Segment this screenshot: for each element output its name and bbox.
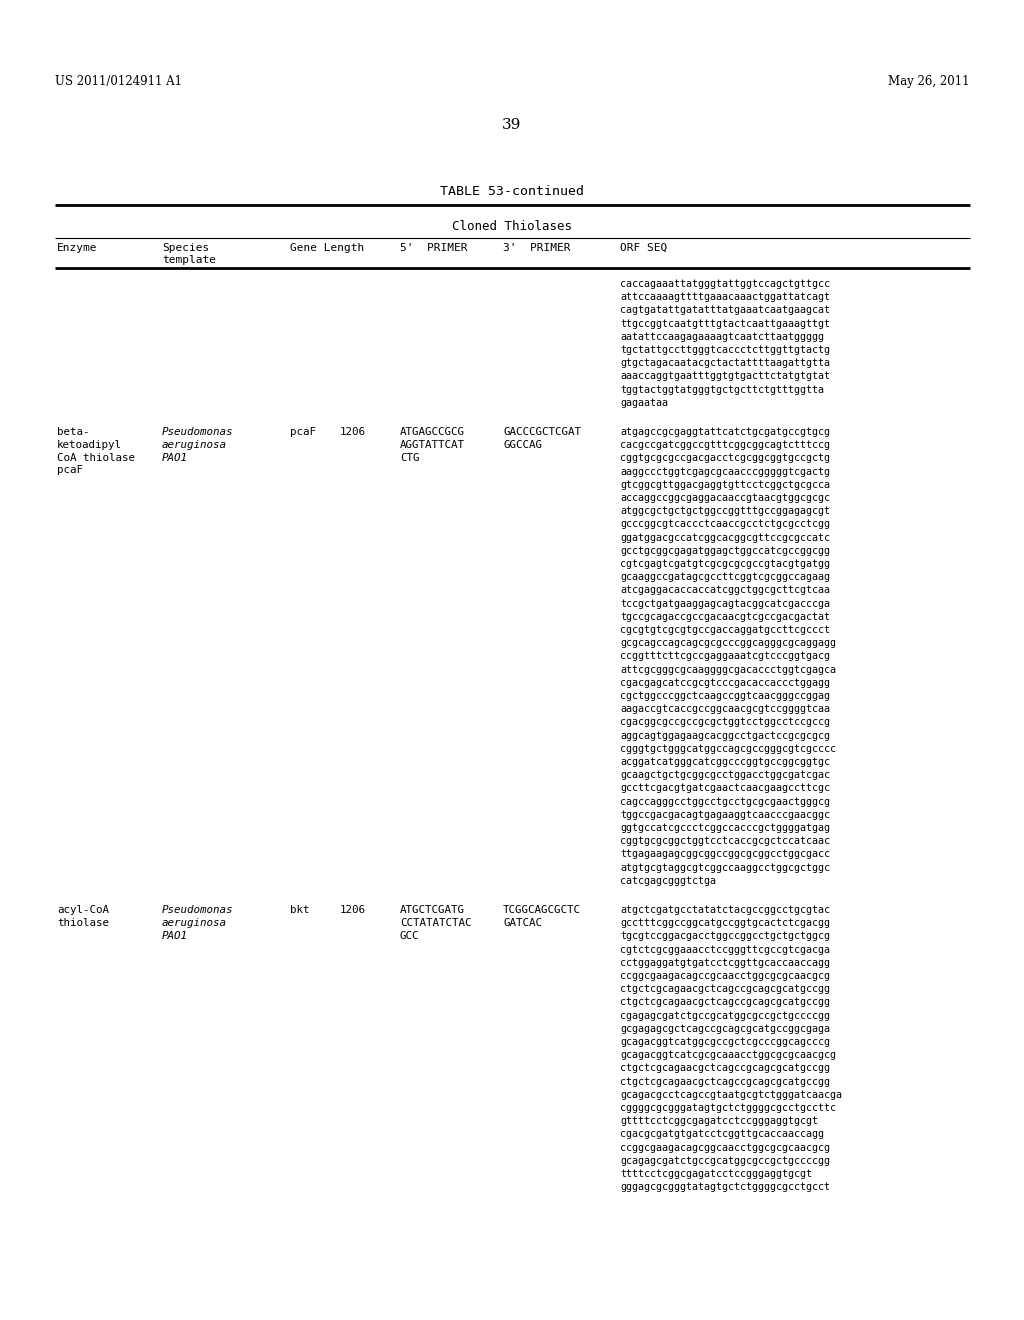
Text: ttttcctcggcgagatcctccgggaggtgcgt: ttttcctcggcgagatcctccgggaggtgcgt — [620, 1170, 812, 1179]
Text: GACCCGCTCGAT
GGCCAG: GACCCGCTCGAT GGCCAG — [503, 426, 581, 450]
Text: gcagagcgatctgccgcatggcgccgctgccccgg: gcagagcgatctgccgcatggcgccgctgccccgg — [620, 1156, 830, 1166]
Text: atgagccgcgaggtattcatctgcgatgccgtgcg: atgagccgcgaggtattcatctgcgatgccgtgcg — [620, 426, 830, 437]
Text: TABLE 53-continued: TABLE 53-continued — [440, 185, 584, 198]
Text: gcgagagcgctcagccgcagcgcatgccggcgaga: gcgagagcgctcagccgcagcgcatgccggcgaga — [620, 1024, 830, 1034]
Text: gcctttcggccggcatgccggtgcactctcgacgg: gcctttcggccggcatgccggtgcactctcgacgg — [620, 919, 830, 928]
Text: atgctcgatgcctatatctacgccggcctgcgtac: atgctcgatgcctatatctacgccggcctgcgtac — [620, 906, 830, 915]
Text: tggtactggtatgggtgctgcttctgtttggtta: tggtactggtatgggtgctgcttctgtttggtta — [620, 384, 824, 395]
Text: gcagacggtcatggcgccgctcgcccggcagcccg: gcagacggtcatggcgccgctcgcccggcagcccg — [620, 1038, 830, 1047]
Text: cgacggcgccgccgcgctggtcctggcctccgccg: cgacggcgccgccgcgctggtcctggcctccgccg — [620, 717, 830, 727]
Text: tgcgtccggacgacctggccggcctgctgctggcg: tgcgtccggacgacctggccggcctgctgctggcg — [620, 932, 830, 941]
Text: cagccagggcctggcctgcctgcgcgaactgggcg: cagccagggcctggcctgcctgcgcgaactgggcg — [620, 796, 830, 807]
Text: ATGCTCGATG
CCTATATCTAC
GCC: ATGCTCGATG CCTATATCTAC GCC — [400, 906, 471, 941]
Text: cctggaggatgtgatcctcggttgcaccaaccagg: cctggaggatgtgatcctcggttgcaccaaccagg — [620, 958, 830, 968]
Text: cgctggcccggctcaagccggtcaacgggccggag: cgctggcccggctcaagccggtcaacgggccggag — [620, 690, 830, 701]
Text: Pseudomonas
aeruginosa
PAO1: Pseudomonas aeruginosa PAO1 — [162, 426, 233, 462]
Text: beta-
ketoadipyl
CoA thiolase
pcaF: beta- ketoadipyl CoA thiolase pcaF — [57, 426, 135, 475]
Text: gttttcctcggcgagatcctccgggaggtgcgt: gttttcctcggcgagatcctccgggaggtgcgt — [620, 1117, 818, 1126]
Text: accaggccggcgaggacaaccgtaacgtggcgcgc: accaggccggcgaggacaaccgtaacgtggcgcgc — [620, 492, 830, 503]
Text: ctgctcgcagaacgctcagccgcagcgcatgccgg: ctgctcgcagaacgctcagccgcagcgcatgccgg — [620, 1077, 830, 1086]
Text: cggggcgcgggatagtgctctggggcgcctgccttc: cggggcgcgggatagtgctctggggcgcctgccttc — [620, 1104, 836, 1113]
Text: 3'  PRIMER: 3' PRIMER — [503, 243, 570, 253]
Text: ctgctcgcagaacgctcagccgcagcgcatgccgg: ctgctcgcagaacgctcagccgcagcgcatgccgg — [620, 985, 830, 994]
Text: gcctgcggcgagatggagctggccatcgccggcgg: gcctgcggcgagatggagctggccatcgccggcgg — [620, 545, 830, 556]
Text: ggatggacgccatcggcacggcgttccgcgccatc: ggatggacgccatcggcacggcgttccgcgccatc — [620, 532, 830, 543]
Text: ccggcgaagacagccgcaacctggcgcgcaacgcg: ccggcgaagacagccgcaacctggcgcgcaacgcg — [620, 972, 830, 981]
Text: cggtgcgcggctggtcctcaccgcgctccatcaac: cggtgcgcggctggtcctcaccgcgctccatcaac — [620, 836, 830, 846]
Text: gcagacggtcatcgcgcaaacctggcgcgcaacgcg: gcagacggtcatcgcgcaaacctggcgcgcaacgcg — [620, 1051, 836, 1060]
Text: cacgccgatcggccgtttcggcggcagtctttccg: cacgccgatcggccgtttcggcggcagtctttccg — [620, 440, 830, 450]
Text: attcgcgggcgcaaggggcgacaccctggtcgagca: attcgcgggcgcaaggggcgacaccctggtcgagca — [620, 664, 836, 675]
Text: 1206: 1206 — [340, 906, 366, 915]
Text: bkt: bkt — [290, 906, 309, 915]
Text: ATGAGCCGCG
AGGTATTCAT
CTG: ATGAGCCGCG AGGTATTCAT CTG — [400, 426, 465, 462]
Text: cggtgcgcgccgacgacctcgcggcggtgccgctg: cggtgcgcgccgacgacctcgcggcggtgccgctg — [620, 453, 830, 463]
Text: cgcgtgtcgcgtgccgaccaggatgccttcgccct: cgcgtgtcgcgtgccgaccaggatgccttcgccct — [620, 624, 830, 635]
Text: TCGGCAGCGCTC
GATCAC: TCGGCAGCGCTC GATCAC — [503, 906, 581, 928]
Text: gagaataa: gagaataa — [620, 397, 668, 408]
Text: Species
template: Species template — [162, 243, 216, 265]
Text: gtgctagacaatacgctactattttaagattgtta: gtgctagacaatacgctactattttaagattgtta — [620, 358, 830, 368]
Text: ttgagaagagcggcggccggcgcggcctggcgacc: ttgagaagagcggcggccggcgcggcctggcgacc — [620, 849, 830, 859]
Text: tgccgcagaccgccgacaacgtcgccgacgactat: tgccgcagaccgccgacaacgtcgccgacgactat — [620, 611, 830, 622]
Text: gtcggcgttggacgaggtgttcctcggctgcgcca: gtcggcgttggacgaggtgttcctcggctgcgcca — [620, 479, 830, 490]
Text: acggatcatgggcatcggcccggtgccggcggtgc: acggatcatgggcatcggcccggtgccggcggtgc — [620, 756, 830, 767]
Text: atcgaggacaccaccatcggctggcgcttcgtcaa: atcgaggacaccaccatcggctggcgcttcgtcaa — [620, 585, 830, 595]
Text: gcaagctgctgcggcgcctggacctggcgatcgac: gcaagctgctgcggcgcctggacctggcgatcgac — [620, 770, 830, 780]
Text: ctgctcgcagaacgctcagccgcagcgcatgccgg: ctgctcgcagaacgctcagccgcagcgcatgccgg — [620, 998, 830, 1007]
Text: cgacgagcatccgcgtcccgacaccaccctggagg: cgacgagcatccgcgtcccgacaccaccctggagg — [620, 677, 830, 688]
Text: catcgagcgggtctga: catcgagcgggtctga — [620, 875, 716, 886]
Text: aagaccgtcaccgccggcaacgcgtccggggtcaa: aagaccgtcaccgccggcaacgcgtccggggtcaa — [620, 704, 830, 714]
Text: gcccggcgtcaccctcaaccgcctctgcgcctcgg: gcccggcgtcaccctcaaccgcctctgcgcctcgg — [620, 519, 830, 529]
Text: attccaaaagttttgaaacaaactggattatcagt: attccaaaagttttgaaacaaactggattatcagt — [620, 292, 830, 302]
Text: tggccgacgacagtgagaaggtcaacccgaacggc: tggccgacgacagtgagaaggtcaacccgaacggc — [620, 809, 830, 820]
Text: gcaaggccgatagcgccttcggtcgcggccagaag: gcaaggccgatagcgccttcggtcgcggccagaag — [620, 572, 830, 582]
Text: Enzyme: Enzyme — [57, 243, 97, 253]
Text: ccggtttcttcgccgaggaaatcgtcccggtgacg: ccggtttcttcgccgaggaaatcgtcccggtgacg — [620, 651, 830, 661]
Text: ctgctcgcagaacgctcagccgcagcgcatgccgg: ctgctcgcagaacgctcagccgcagcgcatgccgg — [620, 1064, 830, 1073]
Text: cgggtgctgggcatggccagcgccgggcgtcgcccc: cgggtgctgggcatggccagcgccgggcgtcgcccc — [620, 743, 836, 754]
Text: aaggccctggtcgagcgcaacccgggggtcgactg: aaggccctggtcgagcgcaacccgggggtcgactg — [620, 466, 830, 477]
Text: gcagacgcctcagccgtaatgcgtctgggatcaacga: gcagacgcctcagccgtaatgcgtctgggatcaacga — [620, 1090, 842, 1100]
Text: caccagaaattatgggtattggtccagctgttgcc: caccagaaattatgggtattggtccagctgttgcc — [620, 279, 830, 289]
Text: pcaF: pcaF — [290, 426, 316, 437]
Text: aatattccaagagaaaagtcaatcttaatggggg: aatattccaagagaaaagtcaatcttaatggggg — [620, 331, 824, 342]
Text: ORF SEQ: ORF SEQ — [620, 243, 668, 253]
Text: ttgccggtcaatgtttgtactcaattgaaagttgt: ttgccggtcaatgtttgtactcaattgaaagttgt — [620, 318, 830, 329]
Text: Pseudomonas
aeruginosa
PAO1: Pseudomonas aeruginosa PAO1 — [162, 906, 233, 941]
Text: gccttcgacgtgatcgaactcaacgaagccttcgc: gccttcgacgtgatcgaactcaacgaagccttcgc — [620, 783, 830, 793]
Text: cgagagcgatctgccgcatggcgccgctgccccgg: cgagagcgatctgccgcatggcgccgctgccccgg — [620, 1011, 830, 1020]
Text: May 26, 2011: May 26, 2011 — [889, 75, 970, 88]
Text: aggcagtggagaagcacggcctgactccgcgcgcg: aggcagtggagaagcacggcctgactccgcgcgcg — [620, 730, 830, 741]
Text: US 2011/0124911 A1: US 2011/0124911 A1 — [55, 75, 182, 88]
Text: Cloned Thiolases: Cloned Thiolases — [452, 220, 572, 234]
Text: cgacgcgatgtgatcctcggttgcaccaaccagg: cgacgcgatgtgatcctcggttgcaccaaccagg — [620, 1130, 824, 1139]
Text: tccgctgatgaaggagcagtacggcatcgacccga: tccgctgatgaaggagcagtacggcatcgacccga — [620, 598, 830, 609]
Text: cgtctcgcggaaacctccgggttcgccgtcgacga: cgtctcgcggaaacctccgggttcgccgtcgacga — [620, 945, 830, 954]
Text: 5'  PRIMER: 5' PRIMER — [400, 243, 468, 253]
Text: ggtgccatcgccctcggccacccgctggggatgag: ggtgccatcgccctcggccacccgctggggatgag — [620, 822, 830, 833]
Text: 1206: 1206 — [340, 426, 366, 437]
Text: aaaccaggtgaatttggtgtgacttctatgtgtat: aaaccaggtgaatttggtgtgacttctatgtgtat — [620, 371, 830, 381]
Text: 39: 39 — [503, 117, 521, 132]
Text: cagtgatattgatatttatgaaatcaatgaagcat: cagtgatattgatatttatgaaatcaatgaagcat — [620, 305, 830, 315]
Text: tgctattgccttgggtcaccctcttggttgtactg: tgctattgccttgggtcaccctcttggttgtactg — [620, 345, 830, 355]
Text: atgtgcgtaggcgtcggccaaggcctggcgctggc: atgtgcgtaggcgtcggccaaggcctggcgctggc — [620, 862, 830, 873]
Text: gggagcgcgggtatagtgctctggggcgcctgcct: gggagcgcgggtatagtgctctggggcgcctgcct — [620, 1183, 830, 1192]
Text: cgtcgagtcgatgtcgcgcgcgccgtacgtgatgg: cgtcgagtcgatgtcgcgcgcgccgtacgtgatgg — [620, 558, 830, 569]
Text: acyl-CoA
thiolase: acyl-CoA thiolase — [57, 906, 109, 928]
Text: atggcgctgctgctggccggtttgccggagagcgt: atggcgctgctgctggccggtttgccggagagcgt — [620, 506, 830, 516]
Text: ccggcgaagacagcggcaacctggcgcgcaacgcg: ccggcgaagacagcggcaacctggcgcgcaacgcg — [620, 1143, 830, 1152]
Text: Gene Length: Gene Length — [290, 243, 365, 253]
Text: gcgcagccagcagcgcgcccggcagggcgcaggagg: gcgcagccagcagcgcgcccggcagggcgcaggagg — [620, 638, 836, 648]
